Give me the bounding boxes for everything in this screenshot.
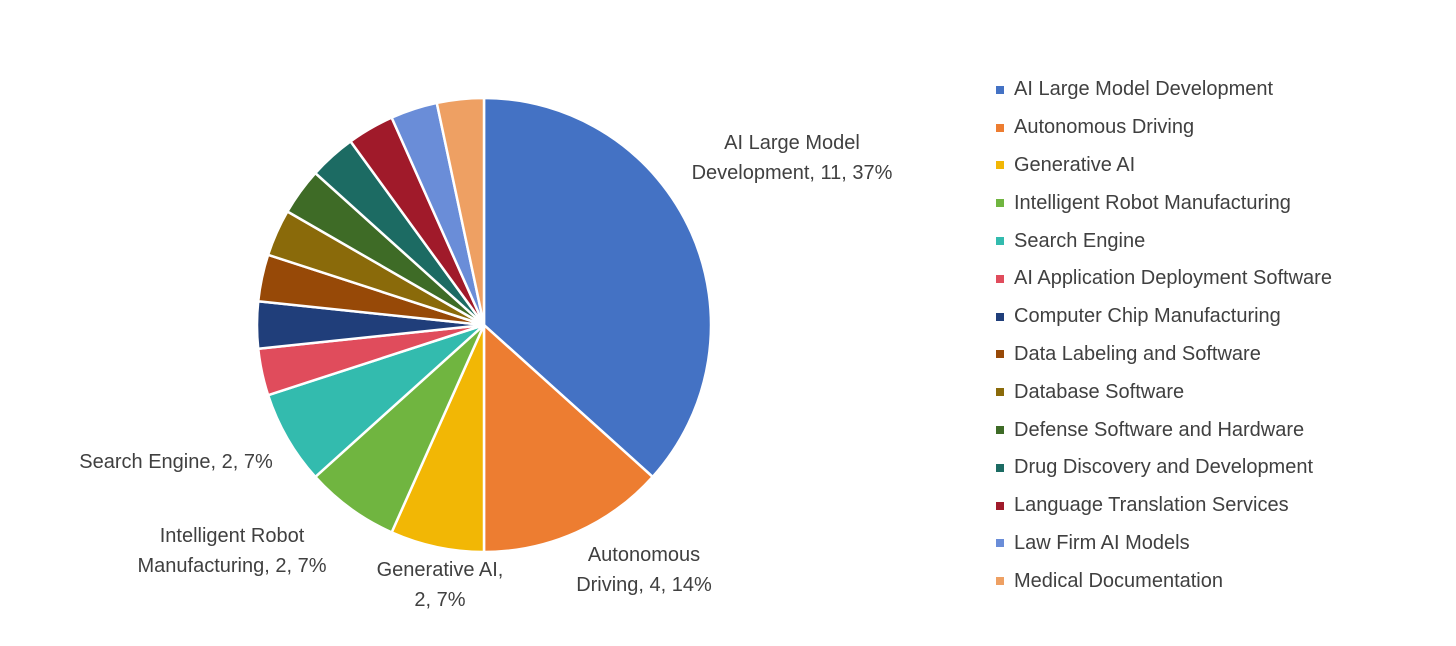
legend-label: Data Labeling and Software — [1014, 342, 1261, 365]
pie-slice-ai-large-model-development — [482, 96, 713, 479]
legend-item-data-labeling-and-software: Data Labeling and Software — [996, 336, 1372, 374]
legend-label: Database Software — [1014, 380, 1185, 403]
legend-label: Search Engine — [1014, 229, 1146, 252]
legend-item-ai-application-deployment-software: AI Application Deployment Software — [996, 260, 1372, 298]
legend-item-intelligent-robot-manufacturing: Intelligent Robot Manufacturing — [996, 184, 1372, 222]
legend-item-generative-ai: Generative AI — [996, 147, 1372, 185]
legend-label: Computer Chip Manufacturing — [1014, 305, 1281, 328]
pie-slice-medical-documentation — [435, 96, 486, 326]
legend-label: Intelligent Robot Manufacturing — [1014, 191, 1291, 214]
legend-label: Law Firm AI Models — [1014, 531, 1190, 554]
legend-label: Language Translation Services — [1014, 494, 1289, 517]
legend-swatch — [996, 501, 1004, 510]
legend-label: AI Application Deployment Software — [1014, 267, 1332, 290]
legend-item-autonomous-driving: Autonomous Driving — [996, 109, 1372, 147]
legend-swatch — [996, 123, 1004, 132]
legend-swatch — [996, 539, 1004, 548]
pie-slice-autonomous-driving — [482, 322, 655, 554]
legend-item-law-firm-ai-models: Law Firm AI Models — [996, 525, 1372, 563]
legend-swatch — [996, 388, 1004, 397]
legend-swatch — [996, 274, 1004, 283]
data-label-ai-large-model-development: AI Large Model Development, 11, 37% — [692, 132, 893, 184]
legend: AI Large Model Development Autonomous Dri… — [996, 71, 1372, 600]
legend-swatch — [996, 85, 1004, 94]
legend-item-drug-discovery-and-development: Drug Discovery and Development — [996, 449, 1372, 487]
legend-label: AI Large Model Development — [1014, 78, 1274, 101]
legend-label: Autonomous Driving — [1014, 116, 1195, 139]
legend-label: Medical Documentation — [1014, 569, 1223, 592]
legend-item-medical-documentation: Medical Documentation — [996, 562, 1372, 600]
legend-label: Defense Software and Hardware — [1014, 418, 1305, 441]
legend-item-search-engine: Search Engine — [996, 222, 1372, 260]
legend-item-computer-chip-manufacturing: Computer Chip Manufacturing — [996, 298, 1372, 336]
data-label-intelligent-robot-manufacturing: Intelligent Robot Manufacturing, 2, 7% — [138, 525, 327, 577]
legend-item-defense-software-and-hardware: Defense Software and Hardware — [996, 411, 1372, 449]
legend-swatch — [996, 463, 1004, 472]
legend-label: Drug Discovery and Development — [1014, 456, 1314, 479]
legend-label: Generative AI — [1014, 153, 1136, 176]
legend-swatch — [996, 237, 1004, 246]
legend-swatch — [996, 161, 1004, 170]
legend-swatch — [996, 199, 1004, 208]
data-label-autonomous-driving: Autonomous Driving, 4, 14% — [576, 544, 712, 596]
legend-swatch — [996, 312, 1004, 321]
legend-item-language-translation-services: Language Translation Services — [996, 487, 1372, 525]
legend-swatch — [996, 426, 1004, 435]
data-label-search-engine: Search Engine, 2, 7% — [79, 451, 273, 473]
legend-item-ai-large-model-development: AI Large Model Development — [996, 71, 1372, 109]
legend-swatch — [996, 350, 1004, 359]
legend-swatch — [996, 577, 1004, 586]
data-label-generative-ai: Generative AI, 2, 7% — [377, 559, 504, 611]
legend-item-database-software: Database Software — [996, 373, 1372, 411]
